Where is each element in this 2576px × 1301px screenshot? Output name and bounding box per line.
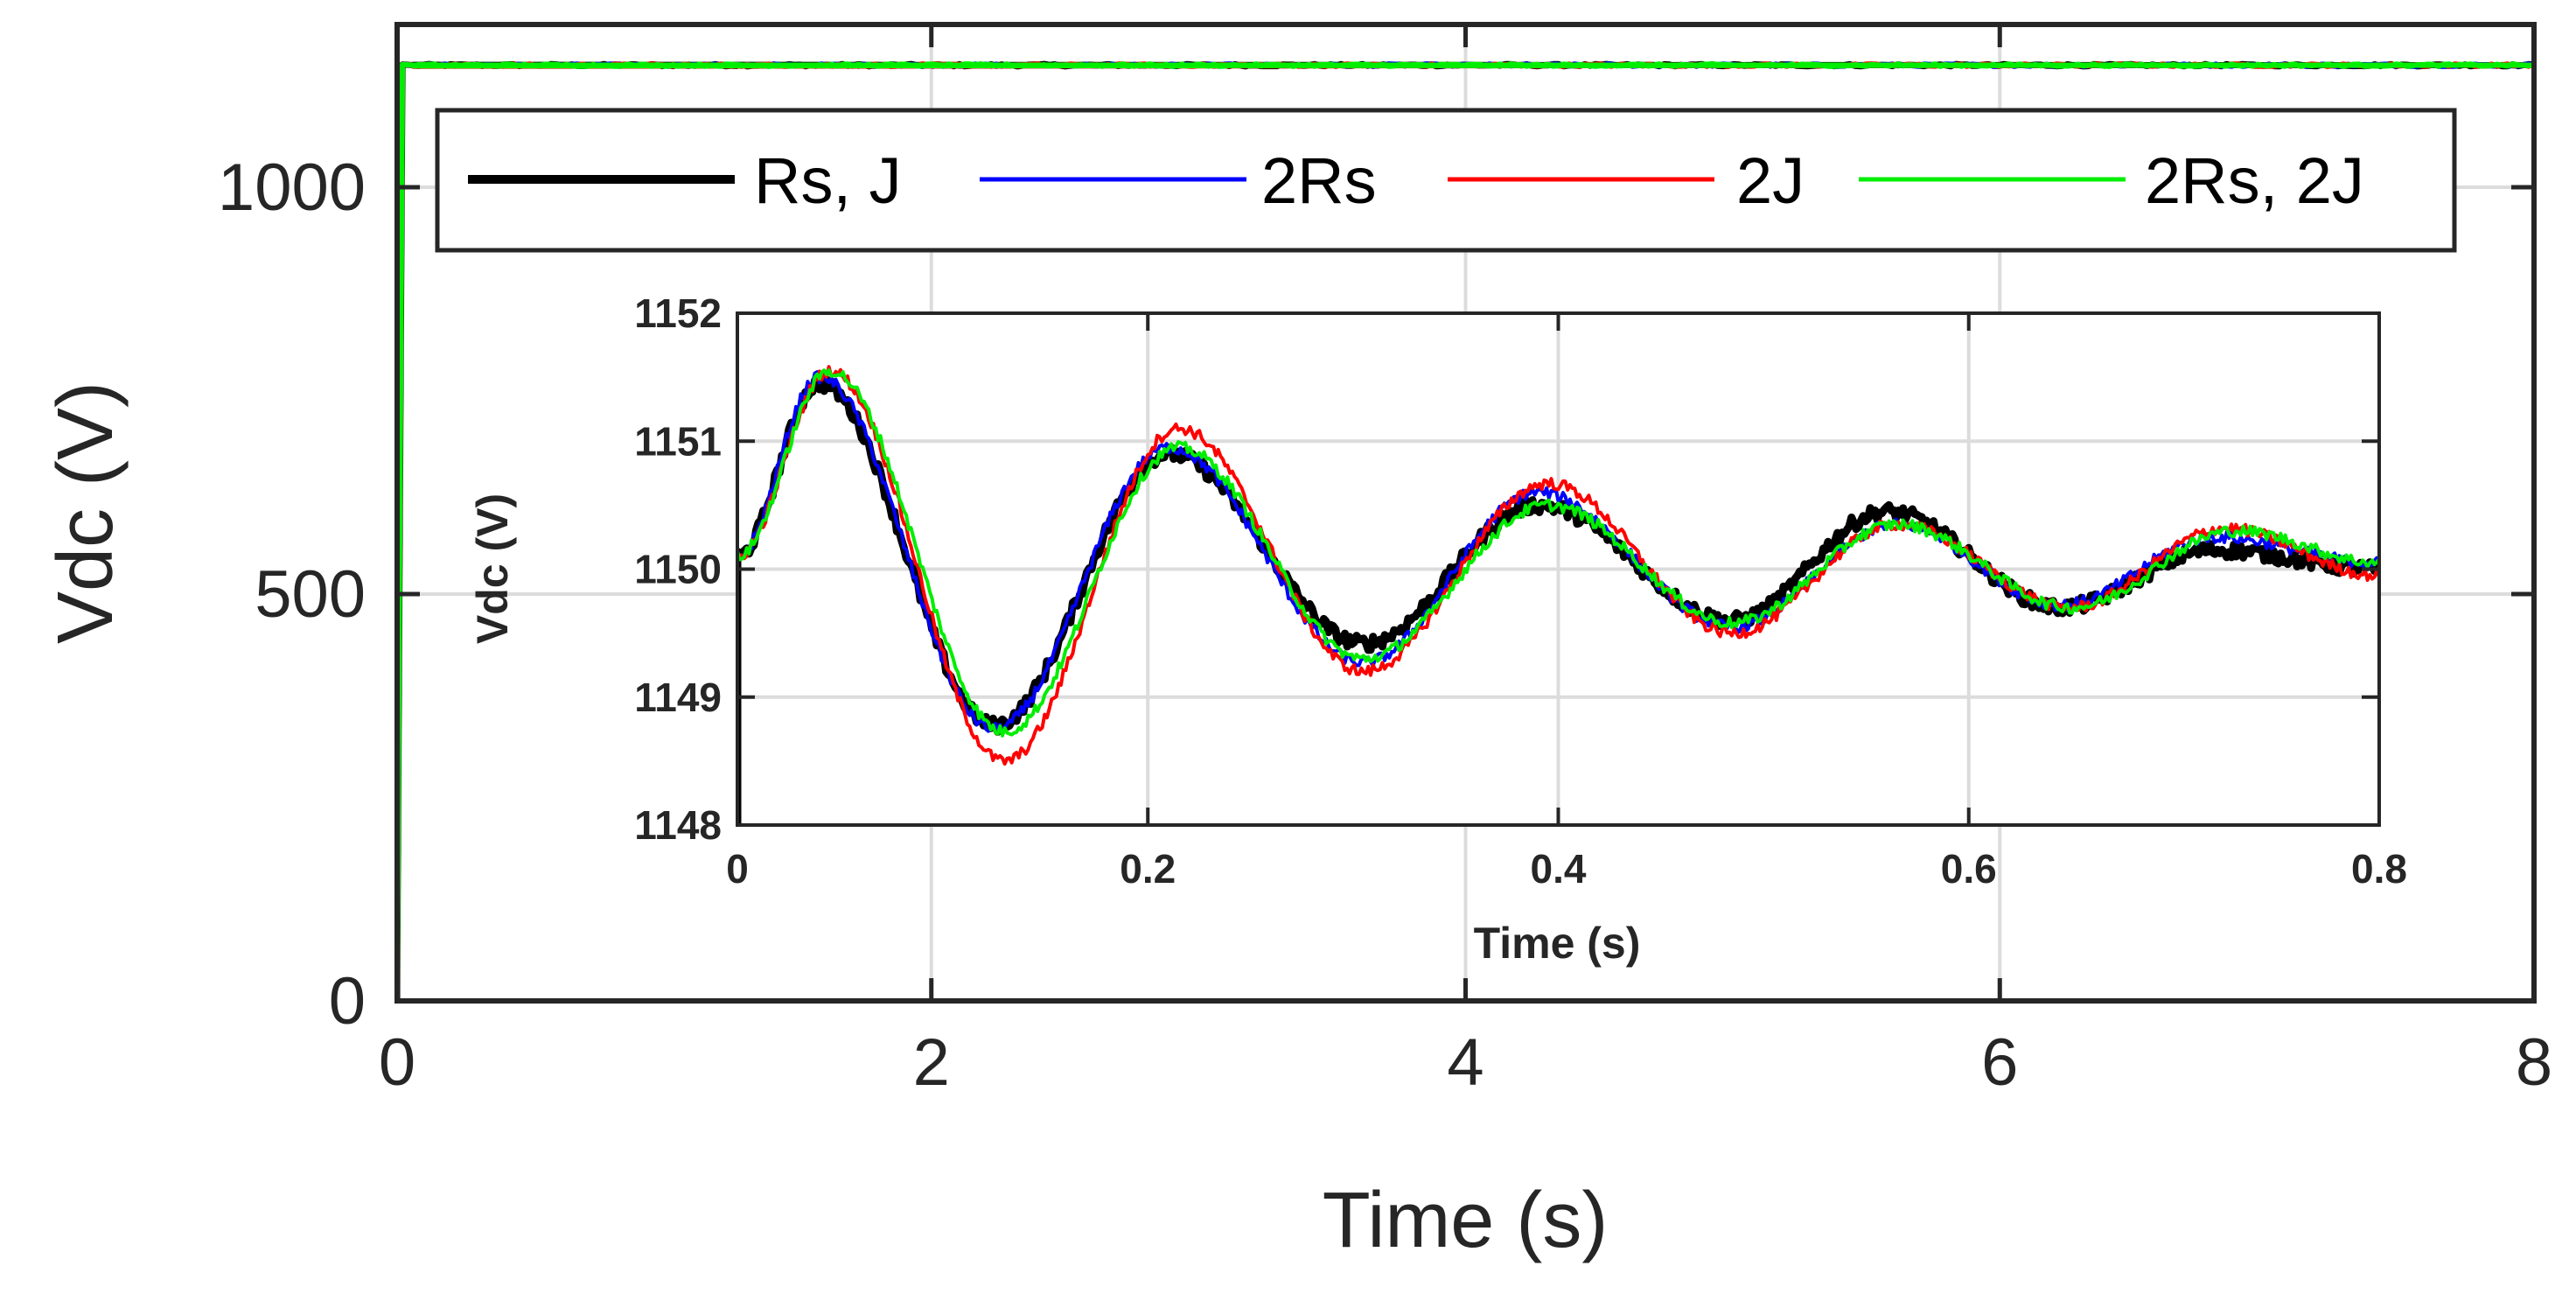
inset-series-line-2rs (737, 370, 2379, 825)
main-y-tick-label: 1000 (218, 150, 366, 225)
main-ticks (394, 24, 2537, 1004)
main-x-tick-label: 4 (1447, 1025, 1483, 1100)
inset-y-tick-label: 1149 (634, 675, 722, 720)
main-y-axis-label: Vdc (V) (42, 381, 129, 644)
main-x-tick-label: 2 (913, 1025, 950, 1100)
inset-tick-labels: 0 0.2 0.4 0.6 0.8 1148 1149 1150 1151 1152 (634, 290, 2407, 892)
legend-entry-2rs: 2Rs (980, 144, 1377, 217)
legend-label-2rs: 2Rs (1261, 144, 1377, 217)
inset-grid (737, 313, 2379, 825)
inset-series (737, 365, 2379, 825)
main-series (397, 60, 2534, 1001)
inset-x-tick-label: 0.6 (1941, 846, 1997, 892)
inset-series-line-2rs-2j (737, 368, 2379, 825)
inset-y-tick-label: 1152 (634, 290, 722, 336)
inset-chart: 0 0.2 0.4 0.6 0.8 1148 1149 1150 1151 1152 Time (… (468, 290, 2407, 968)
main-x-tick-label: 8 (2516, 1025, 2552, 1100)
inset-y-tick-label: 1151 (634, 418, 722, 464)
inset-y-tick-label: 1148 (634, 802, 722, 848)
legend-label-rs-j: Rs, J (754, 144, 902, 217)
inset-x-tick-label: 0.2 (1120, 846, 1176, 892)
inset-x-axis-label: Time (s) (1474, 919, 1641, 968)
legend-entry-2j: 2J (1448, 144, 1805, 217)
main-tick-labels: 0 2 4 6 8 0 500 1000 (218, 150, 2552, 1100)
inset-x-tick-label: 0 (726, 846, 749, 892)
inset-y-axis-label: Vdc (V) (468, 493, 517, 644)
inset-ticks (736, 311, 2381, 827)
legend-label-2j: 2J (1736, 144, 1805, 217)
inset-y-tick-label: 1150 (634, 547, 722, 592)
legend-entry-rs-j: Rs, J (468, 144, 902, 217)
inset-x-tick-label: 0.4 (1531, 846, 1587, 892)
inset-x-tick-label: 0.8 (2351, 846, 2407, 892)
legend: Rs, J 2Rs 2J 2Rs, 2J (435, 108, 2457, 253)
main-x-axis-label: Time (s) (1323, 1177, 1609, 1264)
main-series-line-2rs-2j (397, 61, 2534, 1001)
main-y-tick-label: 500 (255, 557, 366, 632)
legend-label-2rs-2j: 2Rs, 2J (2145, 144, 2364, 217)
main-y-tick-label: 0 (329, 964, 366, 1039)
legend-entry-2rs-2j: 2Rs, 2J (1859, 144, 2364, 217)
main-x-tick-label: 6 (1981, 1025, 2018, 1100)
main-x-tick-label: 0 (379, 1025, 415, 1100)
